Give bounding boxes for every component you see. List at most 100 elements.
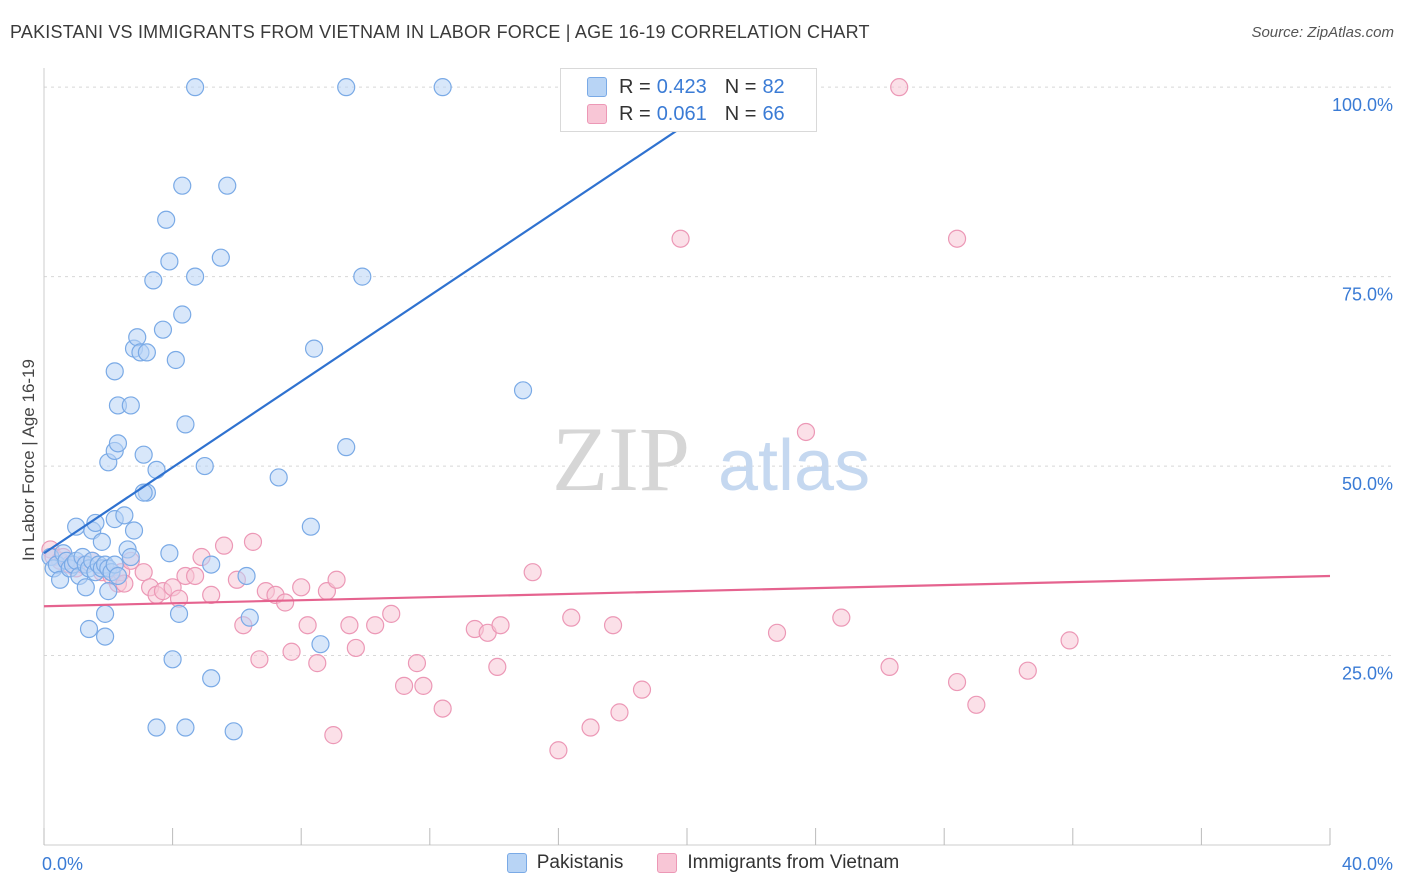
pakistanis-point bbox=[160, 544, 179, 563]
pakistanis-point bbox=[186, 267, 205, 286]
pakistanis-point bbox=[92, 532, 111, 551]
vietnam-point bbox=[169, 589, 189, 608]
source-attribution: Source: ZipAtlas.com bbox=[1251, 24, 1394, 41]
legend-row-vietnam: R = 0.061 N = 66 bbox=[587, 101, 785, 127]
pakistanis-point bbox=[105, 362, 124, 381]
vietnam-point bbox=[298, 616, 317, 635]
vietnam-point bbox=[134, 563, 153, 582]
pakistanis-point bbox=[176, 718, 195, 737]
vietnam-point bbox=[947, 229, 967, 248]
vietnam-point bbox=[433, 699, 452, 718]
legend-r-label: R = bbox=[619, 75, 651, 98]
pakistanis-point bbox=[128, 328, 147, 347]
vietnam-point bbox=[414, 676, 433, 695]
pakistanis-point bbox=[169, 604, 189, 623]
pakistanis-point bbox=[157, 210, 176, 229]
x-tick-label: 40.0% bbox=[1342, 854, 1393, 874]
vietnam-point bbox=[488, 657, 507, 677]
pakistanis-point bbox=[95, 627, 115, 646]
legend-swatch-blue bbox=[506, 853, 527, 873]
vietnam-point bbox=[610, 703, 629, 722]
vietnam-point bbox=[1018, 661, 1037, 680]
y-tick-label: 50.0% bbox=[1342, 474, 1393, 494]
vietnam-point bbox=[292, 578, 311, 597]
pakistanis-point bbox=[337, 438, 356, 457]
pakistanis-point bbox=[211, 248, 230, 267]
vietnam-point bbox=[967, 695, 986, 714]
pakistanis-point bbox=[108, 566, 128, 586]
pakistanis-point bbox=[137, 343, 156, 362]
vietnam-point bbox=[340, 616, 359, 635]
vietnam-point bbox=[394, 676, 414, 695]
pakistanis-point bbox=[115, 506, 134, 525]
vietnam-point bbox=[581, 718, 600, 737]
watermark-zip: ZIP bbox=[552, 408, 690, 510]
pakistanis-point bbox=[124, 521, 144, 540]
pakistanis-point bbox=[166, 350, 185, 370]
pakistanis-point bbox=[304, 339, 324, 358]
pakistanis-point bbox=[121, 396, 140, 415]
legend-r-value: 0.423 bbox=[656, 75, 707, 98]
pakistanis-point bbox=[163, 650, 182, 669]
vietnam-point bbox=[491, 616, 510, 635]
vietnam-point bbox=[549, 741, 568, 760]
vietnam-point bbox=[276, 593, 295, 612]
legend-r-value: 0.061 bbox=[656, 102, 707, 125]
pakistanis-point bbox=[240, 608, 259, 627]
axis-labels: 25.0% 50.0% 75.0% 100.0% 0.0% 40.0% bbox=[42, 95, 1393, 874]
pakistanis-point bbox=[144, 271, 163, 290]
pakistanis-point bbox=[76, 578, 95, 597]
pakistanis-trend-line bbox=[43, 101, 720, 555]
x-tick-label: 0.0% bbox=[42, 854, 83, 874]
legend-swatch-blue bbox=[587, 77, 607, 97]
vietnam-point bbox=[632, 680, 652, 699]
vietnam-point bbox=[282, 642, 301, 661]
vietnam-point bbox=[407, 654, 427, 673]
pakistanis-point bbox=[224, 722, 243, 741]
pakistanis-point bbox=[86, 513, 105, 533]
pakistanis-point bbox=[160, 252, 179, 271]
vietnam-point bbox=[890, 78, 909, 97]
chart-title: PAKISTANI VS IMMIGRANTS FROM VIETNAM IN … bbox=[10, 22, 870, 42]
pakistanis-point bbox=[176, 415, 195, 434]
vietnam-point bbox=[947, 672, 967, 692]
vietnam-point bbox=[214, 536, 234, 555]
vietnam-trend-line bbox=[43, 574, 1331, 608]
vietnam-point bbox=[366, 616, 385, 635]
vietnam-point bbox=[562, 608, 581, 627]
watermark-atlas: atlas bbox=[718, 426, 870, 506]
pakistanis-point bbox=[173, 176, 192, 195]
pakistanis-point bbox=[269, 468, 288, 487]
legend-label-vietnam: Immigrants from Vietnam bbox=[687, 852, 900, 873]
vietnam-point bbox=[186, 566, 205, 586]
legend-n-value: 82 bbox=[762, 75, 785, 98]
pakistanis-point bbox=[433, 78, 452, 97]
legend-label-pakistanis: Pakistanis bbox=[536, 852, 624, 873]
y-tick-label: 100.0% bbox=[1332, 95, 1393, 115]
legend-swatch-pink bbox=[657, 853, 678, 873]
vietnam-point bbox=[327, 570, 346, 589]
series-legend: Pakistanis Immigrants from Vietnam bbox=[0, 852, 1406, 874]
legend-item-vietnam[interactable]: Immigrants from Vietnam bbox=[657, 852, 899, 874]
vietnam-point bbox=[603, 616, 623, 635]
pakistanis-point bbox=[202, 669, 221, 688]
legend-n-label: N = bbox=[724, 75, 757, 98]
vietnam-point bbox=[1060, 631, 1079, 650]
pakistanis-point bbox=[237, 566, 256, 586]
vietnam-point bbox=[671, 229, 690, 248]
legend-n-label: N = bbox=[724, 102, 757, 125]
legend-r-label: R = bbox=[619, 102, 651, 125]
pakistanis-point bbox=[95, 604, 115, 623]
vietnam-point bbox=[523, 563, 542, 582]
pakistanis-point bbox=[301, 517, 320, 536]
pakistanis-point bbox=[311, 635, 330, 654]
pakistanis-point bbox=[186, 78, 205, 97]
vietnam-point bbox=[382, 604, 401, 623]
pakistanis-point bbox=[99, 582, 118, 601]
vietnam-point bbox=[324, 726, 343, 745]
pakistanis-point bbox=[202, 555, 221, 574]
legend-item-pakistanis[interactable]: Pakistanis bbox=[506, 852, 624, 874]
watermark: ZIP atlas bbox=[552, 408, 870, 510]
vietnam-point bbox=[880, 657, 899, 677]
